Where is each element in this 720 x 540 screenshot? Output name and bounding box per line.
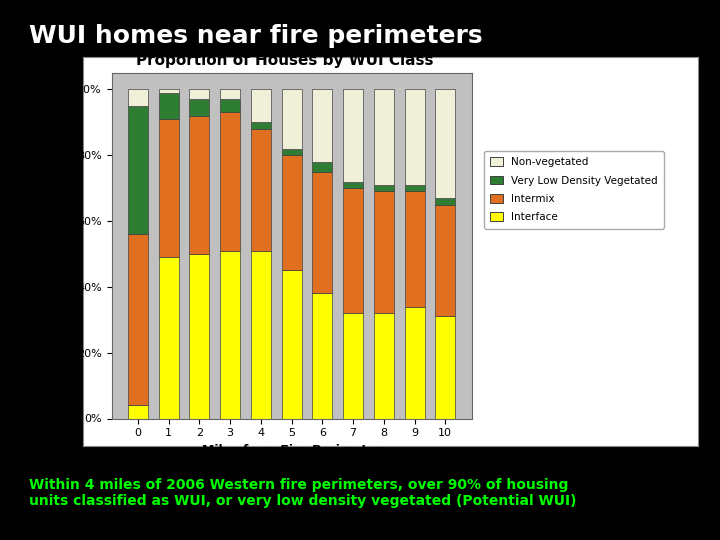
Bar: [405, 185, 425, 191]
Bar: [312, 89, 333, 162]
Bar: [405, 307, 425, 418]
Bar: [128, 106, 148, 234]
Bar: [128, 406, 148, 419]
Bar: [343, 313, 363, 418]
Bar: [189, 254, 210, 418]
Bar: [436, 316, 455, 418]
Bar: [220, 89, 240, 99]
Bar: [343, 181, 363, 188]
Text: Proportion of Houses by WUI Class: Proportion of Houses by WUI Class: [135, 52, 433, 68]
Bar: [189, 116, 210, 254]
Legend: Non-vegetated, Very Low Density Vegetated, Intermix, Interface: Non-vegetated, Very Low Density Vegetate…: [484, 151, 664, 228]
Bar: [343, 89, 363, 181]
Bar: [282, 271, 302, 418]
Bar: [343, 188, 363, 313]
Bar: [282, 89, 302, 148]
Bar: [158, 119, 179, 257]
Bar: [251, 251, 271, 418]
Bar: [436, 89, 455, 198]
Bar: [312, 293, 333, 418]
Bar: [282, 148, 302, 155]
Bar: [374, 89, 394, 185]
Bar: [282, 155, 302, 271]
Bar: [312, 172, 333, 293]
Bar: [158, 257, 179, 418]
Bar: [128, 234, 148, 406]
Bar: [220, 99, 240, 112]
X-axis label: Miles from Fire Perimeter: Miles from Fire Perimeter: [202, 444, 382, 457]
Bar: [189, 99, 210, 116]
Text: Within 4 miles of 2006 Western fire perimeters, over 90% of housing
units classi: Within 4 miles of 2006 Western fire peri…: [29, 478, 576, 508]
Bar: [374, 185, 394, 191]
Text: WUI homes near fire perimeters: WUI homes near fire perimeters: [29, 24, 482, 48]
Bar: [436, 205, 455, 316]
Bar: [251, 129, 271, 251]
Bar: [128, 89, 148, 106]
Bar: [220, 112, 240, 251]
Bar: [436, 198, 455, 205]
Bar: [405, 191, 425, 307]
Bar: [251, 89, 271, 122]
Bar: [312, 162, 333, 172]
Bar: [158, 89, 179, 93]
Bar: [405, 89, 425, 185]
Bar: [251, 122, 271, 129]
Bar: [374, 191, 394, 313]
Bar: [374, 313, 394, 418]
Bar: [220, 251, 240, 418]
Bar: [189, 89, 210, 99]
Bar: [158, 93, 179, 119]
